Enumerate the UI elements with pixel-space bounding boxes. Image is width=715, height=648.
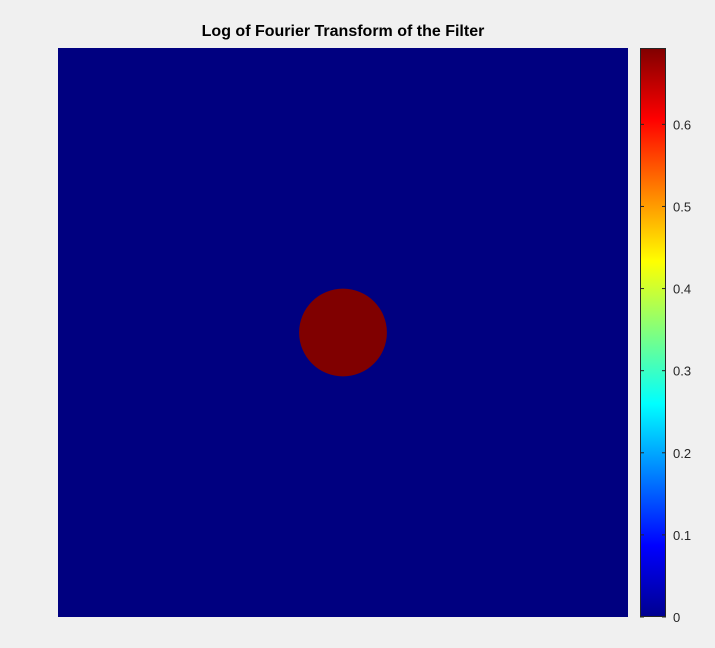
colorbar-tick-label: 0.2 [673,446,691,461]
colorbar-tick-label: 0.4 [673,282,691,297]
colorbar-tick-label: 0.6 [673,117,691,132]
colorbar-tick-label: 0 [673,610,680,625]
colorbar-frame [640,48,666,617]
colorbar: 0 0.1 0.2 0.3 0.4 0.5 0.6 [640,48,691,625]
heatmap-disk-0 [299,288,387,377]
colorbar-tick-label: 0.1 [673,528,691,543]
colorbar-gradient [640,48,666,617]
colorbar-tick-label: 0.5 [673,199,691,214]
heatmap-image [58,48,628,617]
colorbar-tick-label: 0.3 [673,364,691,379]
chart-title: Log of Fourier Transform of the Filter [201,23,485,40]
